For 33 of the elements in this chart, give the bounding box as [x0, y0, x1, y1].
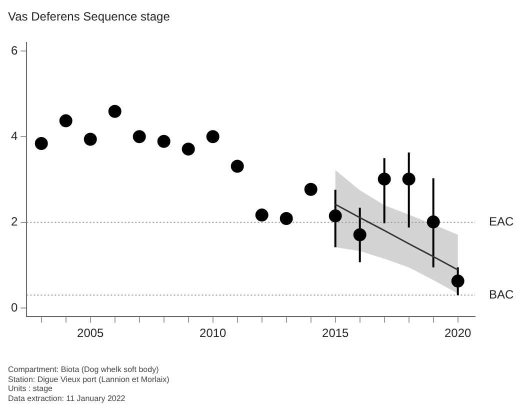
point — [451, 274, 464, 288]
point — [378, 172, 391, 186]
x-tick-label: 2020 — [444, 326, 472, 340]
point — [132, 130, 146, 144]
point — [108, 104, 122, 118]
x-tick-label: 2010 — [200, 326, 227, 340]
point — [280, 212, 293, 225]
point — [328, 209, 342, 222]
point — [304, 182, 318, 196]
text: Compartment: Biota (Dog whelk soft body) — [8, 365, 160, 374]
text: Data extraction: 11 January 2022 — [8, 394, 126, 403]
point — [182, 142, 195, 156]
point — [402, 172, 416, 186]
point — [426, 215, 440, 228]
point — [353, 228, 366, 242]
point — [206, 130, 220, 144]
x-tick-label: 2005 — [77, 326, 104, 340]
chart-title: Vas Deferens Sequence stage — [8, 10, 170, 24]
y-tick-label: 4 — [10, 128, 18, 143]
point — [34, 137, 48, 150]
point — [59, 114, 72, 128]
x-tick-label: 2015 — [322, 326, 350, 340]
point — [230, 160, 244, 173]
y-tick-label: 0 — [10, 300, 18, 314]
ref-line-label: BAC — [489, 287, 514, 302]
y-tick-label: 6 — [10, 43, 18, 58]
text: Units : stage — [8, 384, 54, 394]
ref-line-label: EAC — [489, 214, 514, 229]
text: Station: Digue Vieux port (Lannion et Morlaix) — [8, 374, 170, 384]
point — [157, 134, 170, 148]
point — [255, 208, 268, 222]
y-tick-label: 2 — [10, 214, 18, 229]
point — [84, 132, 97, 146]
